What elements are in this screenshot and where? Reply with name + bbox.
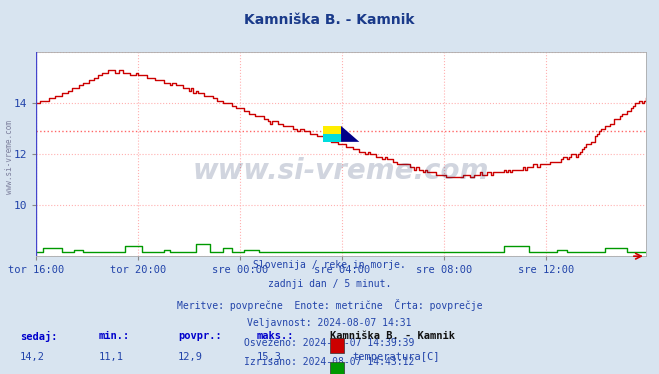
Text: www.si-vreme.com: www.si-vreme.com (5, 120, 14, 194)
Text: 12,9: 12,9 (178, 352, 203, 362)
Text: 11,1: 11,1 (99, 352, 124, 362)
Text: www.si-vreme.com: www.si-vreme.com (193, 157, 489, 185)
Polygon shape (323, 126, 341, 134)
Polygon shape (341, 126, 359, 142)
Text: povpr.:: povpr.: (178, 331, 221, 341)
Text: Izrisano: 2024-08-07 14:43:12: Izrisano: 2024-08-07 14:43:12 (244, 357, 415, 367)
Text: 14,2: 14,2 (20, 352, 45, 362)
Text: Meritve: povprečne  Enote: metrične  Črta: povprečje: Meritve: povprečne Enote: metrične Črta:… (177, 299, 482, 311)
Text: min.:: min.: (99, 331, 130, 341)
Text: Slovenija / reke in morje.: Slovenija / reke in morje. (253, 260, 406, 270)
Text: Veljavnost: 2024-08-07 14:31: Veljavnost: 2024-08-07 14:31 (247, 318, 412, 328)
Text: temperatura[C]: temperatura[C] (352, 352, 440, 362)
Text: sedaj:: sedaj: (20, 331, 57, 342)
Text: Kamniška B. - Kamnik: Kamniška B. - Kamnik (244, 13, 415, 27)
Polygon shape (323, 134, 341, 142)
Text: maks.:: maks.: (257, 331, 295, 341)
Text: 15,3: 15,3 (257, 352, 282, 362)
Text: zadnji dan / 5 minut.: zadnji dan / 5 minut. (268, 279, 391, 289)
Text: Kamniška B. - Kamnik: Kamniška B. - Kamnik (330, 331, 455, 341)
Text: Osveženo: 2024-08-07 14:39:39: Osveženo: 2024-08-07 14:39:39 (244, 338, 415, 348)
